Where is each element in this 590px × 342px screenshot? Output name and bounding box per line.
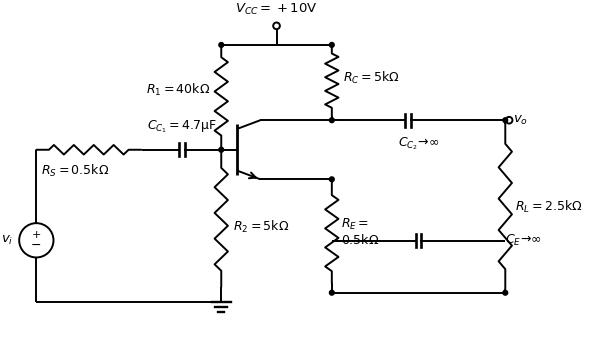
Text: $R_C = 5\mathrm{k\Omega}$: $R_C = 5\mathrm{k\Omega}$ xyxy=(343,70,400,86)
Text: $0.5\mathrm{k\Omega}$: $0.5\mathrm{k\Omega}$ xyxy=(342,233,379,247)
Text: $C_{C_1} = 4.7\mathrm{\mu F}$: $C_{C_1} = 4.7\mathrm{\mu F}$ xyxy=(147,119,217,135)
Text: $R_S = 0.5\mathrm{k\Omega}$: $R_S = 0.5\mathrm{k\Omega}$ xyxy=(41,163,109,179)
Circle shape xyxy=(219,42,224,47)
Text: $R_2 = 5\mathrm{k\Omega}$: $R_2 = 5\mathrm{k\Omega}$ xyxy=(232,219,289,235)
Text: $R_E =$: $R_E =$ xyxy=(342,217,369,232)
Text: $C_E\!\rightarrow\!\infty$: $C_E\!\rightarrow\!\infty$ xyxy=(505,233,542,248)
Circle shape xyxy=(329,118,334,122)
Text: $v_o$: $v_o$ xyxy=(513,114,528,127)
Text: $R_1 = 40\mathrm{k\Omega}$: $R_1 = 40\mathrm{k\Omega}$ xyxy=(146,82,210,98)
Text: $R_L = 2.5\mathrm{k\Omega}$: $R_L = 2.5\mathrm{k\Omega}$ xyxy=(515,198,582,214)
Circle shape xyxy=(329,177,334,182)
Circle shape xyxy=(329,42,334,47)
Text: +: + xyxy=(32,230,41,240)
Text: −: − xyxy=(31,239,41,252)
Circle shape xyxy=(329,290,334,295)
Text: $C_{C_2}\!\rightarrow\!\infty$: $C_{C_2}\!\rightarrow\!\infty$ xyxy=(398,135,440,152)
Circle shape xyxy=(503,118,507,122)
Circle shape xyxy=(219,147,224,152)
Text: $v_i$: $v_i$ xyxy=(1,234,14,247)
Circle shape xyxy=(503,290,507,295)
Text: $V_{CC} = +10\mathrm{V}$: $V_{CC} = +10\mathrm{V}$ xyxy=(235,2,318,17)
